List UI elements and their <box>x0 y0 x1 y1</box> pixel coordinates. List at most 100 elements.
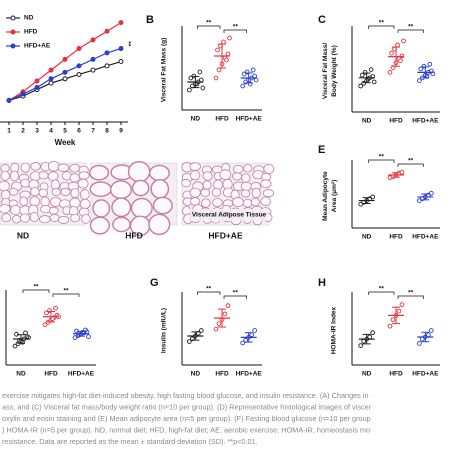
cell <box>48 206 59 215</box>
significance-label: ** <box>206 286 212 293</box>
cell <box>127 161 151 183</box>
cell <box>9 170 19 182</box>
cell <box>131 179 150 197</box>
panel-letter: B <box>146 14 154 26</box>
significance-label: ** <box>233 290 239 297</box>
caption-line: ) HOMA-IR (n=5 per group). ND, normal di… <box>2 425 370 434</box>
cell <box>148 164 170 182</box>
x-tick-label: HFD+AE <box>68 371 95 378</box>
legend-label: HFD+AE <box>24 43 51 50</box>
x-tick-label: HFD <box>389 118 403 125</box>
panel-letter: H <box>318 277 326 289</box>
tissue-label: Visceral Adipose Tissue <box>192 212 267 219</box>
y-axis-label: Mean Adipocyte <box>322 171 329 221</box>
x-tick-label: ND <box>191 371 201 378</box>
cell <box>9 187 19 196</box>
data-point <box>427 61 433 67</box>
data-point <box>198 328 204 333</box>
cell <box>20 162 31 173</box>
data-point <box>428 328 434 333</box>
cell <box>57 163 70 172</box>
cell <box>251 187 261 199</box>
data-point <box>12 343 18 349</box>
x-tick-label: 4 <box>49 128 53 135</box>
x-tick-label: HFD+AE <box>412 371 439 378</box>
histology-image <box>88 161 178 237</box>
cell <box>79 189 90 200</box>
point <box>104 50 110 56</box>
x-tick-label: HFD+AE <box>412 234 439 241</box>
data-point <box>83 327 88 333</box>
cell <box>69 163 81 173</box>
cell <box>89 216 110 235</box>
data-point <box>216 321 222 326</box>
point <box>90 56 96 62</box>
legend-marker <box>10 15 16 21</box>
data-point <box>358 343 364 348</box>
cell <box>30 187 40 197</box>
cell <box>77 178 89 189</box>
point <box>20 91 26 97</box>
significance-bracket <box>397 295 424 299</box>
cell <box>19 196 29 207</box>
histology-image <box>0 160 91 226</box>
cell <box>232 197 244 208</box>
data-point <box>53 305 58 311</box>
data-point <box>197 69 203 75</box>
data-point <box>399 53 405 59</box>
cell <box>81 214 91 224</box>
data-point <box>225 51 231 57</box>
cell <box>1 213 12 223</box>
cell <box>0 180 10 192</box>
data-point <box>195 330 201 336</box>
point <box>48 76 54 82</box>
data-point <box>240 340 246 346</box>
point <box>118 59 124 65</box>
data-point <box>213 326 219 332</box>
cell <box>109 180 132 200</box>
cell <box>263 163 275 174</box>
cell <box>10 204 22 216</box>
caption-line: oxylin and eosin staining and (E) Mean a… <box>2 414 371 423</box>
significance-bracket <box>368 291 395 295</box>
data-point <box>200 85 206 91</box>
x-tick-label: HFD <box>389 371 403 378</box>
significance-bracket <box>22 289 50 293</box>
data-point <box>396 308 402 314</box>
x-tick-label: ND <box>362 118 372 125</box>
x-tick-label: 2 <box>21 128 25 135</box>
point <box>62 76 68 82</box>
cell <box>19 213 30 223</box>
significance-label: ** <box>233 24 239 31</box>
significance-bracket <box>397 29 424 33</box>
data-point <box>361 80 367 86</box>
data-point <box>421 63 427 69</box>
caption-line: ass, and (C) Visceral fat mass/body weig… <box>2 402 372 411</box>
caption-line: resistance. Data are reported as the mea… <box>2 437 258 446</box>
cell <box>200 188 210 197</box>
data-point <box>222 311 228 317</box>
cell <box>152 196 173 215</box>
cell <box>12 215 22 224</box>
panel-letter: E <box>318 144 325 156</box>
cell <box>190 197 201 206</box>
cell <box>38 171 49 180</box>
cell <box>260 196 271 206</box>
cell <box>202 171 213 181</box>
cell <box>49 213 60 222</box>
data-point <box>86 334 91 339</box>
data-point <box>370 194 376 200</box>
cell <box>189 187 201 198</box>
data-point <box>387 323 393 329</box>
cell <box>29 212 39 223</box>
cell <box>201 198 211 208</box>
data-point <box>390 317 396 323</box>
data-point <box>389 50 394 56</box>
cell <box>243 164 253 173</box>
x-tick-label: ND <box>16 371 26 378</box>
cell <box>260 179 272 189</box>
data-point <box>359 72 365 78</box>
data-point <box>416 78 422 83</box>
cell <box>20 178 31 188</box>
y-axis-label: Area (μm²) <box>331 180 338 213</box>
